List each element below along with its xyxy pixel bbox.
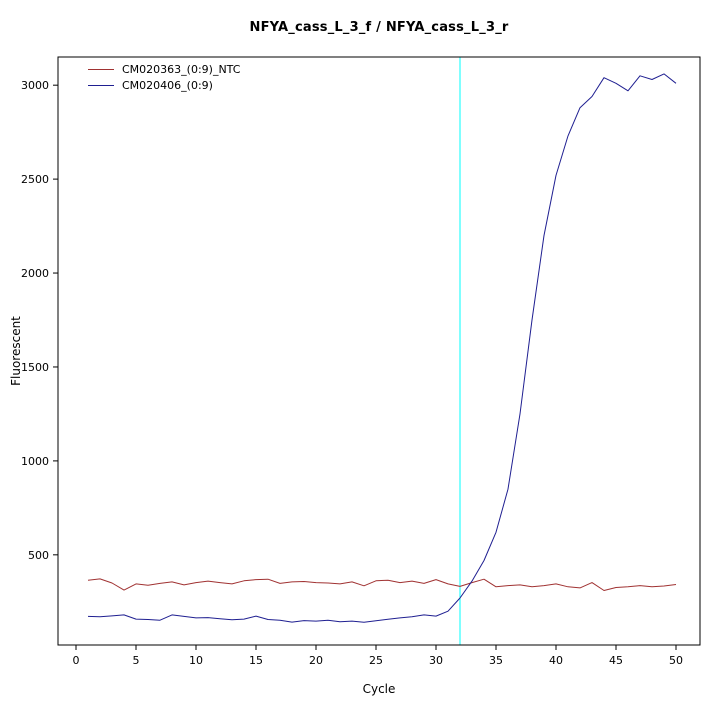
legend-line-swatch-ntc — [88, 68, 114, 70]
y-tick-label: 2000 — [21, 267, 49, 280]
x-tick-label: 50 — [669, 654, 683, 667]
x-axis-label: Cycle — [362, 682, 396, 696]
legend-item-ntc: CM020363_(0:9)_NTC — [88, 62, 240, 76]
series-line-0 — [87, 578, 677, 591]
series-line-1 — [87, 73, 677, 623]
x-tick-label: 10 — [189, 654, 203, 667]
y-tick-label: 3000 — [21, 79, 49, 92]
legend: CM020363_(0:9)_NTC CM020406_(0:9) — [88, 62, 240, 92]
x-tick-label: 0 — [73, 654, 80, 667]
legend-label-ntc: CM020363_(0:9)_NTC — [122, 62, 241, 76]
y-tick-label: 1500 — [21, 361, 49, 374]
legend-label-sample: CM020406_(0:9) — [122, 78, 213, 92]
legend-line-swatch-sample — [88, 84, 114, 86]
legend-item-sample: CM020406_(0:9) — [88, 78, 240, 92]
x-tick-label: 40 — [549, 654, 563, 667]
x-tick-label: 20 — [309, 654, 323, 667]
y-tick-label: 1000 — [21, 455, 49, 468]
x-tick-label: 45 — [609, 654, 623, 667]
x-tick-label: 35 — [489, 654, 503, 667]
x-tick-label: 5 — [133, 654, 140, 667]
x-tick-label: 15 — [249, 654, 263, 667]
x-tick-label: 30 — [429, 654, 443, 667]
plot-border — [57, 56, 701, 646]
chart-title: NFYA_cass_L_3_f / NFYA_cass_L_3_r — [249, 20, 509, 35]
x-tick-label: 25 — [369, 654, 383, 667]
y-tick-label: 500 — [28, 549, 49, 562]
y-tick-label: 2500 — [21, 173, 49, 186]
